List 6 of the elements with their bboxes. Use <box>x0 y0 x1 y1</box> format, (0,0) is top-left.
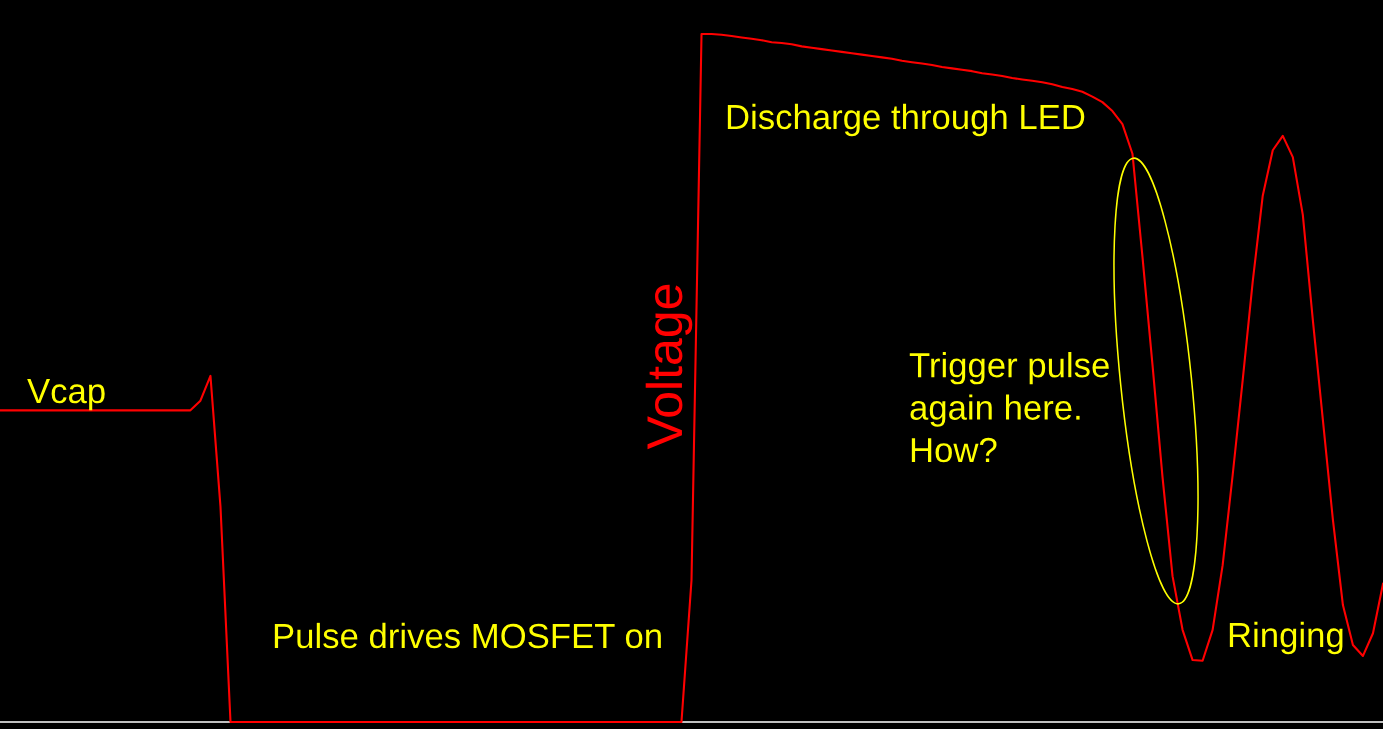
annotation: Vcap <box>27 379 105 411</box>
annotation: Discharge through LED <box>727 103 1085 137</box>
text: Voltage <box>645 284 693 450</box>
annotation: Trigger pulse again here. How? <box>909 352 1109 463</box>
annotation: Ringing <box>1229 621 1343 655</box>
annotation: Pulse drives MOSFET on <box>274 622 661 649</box>
